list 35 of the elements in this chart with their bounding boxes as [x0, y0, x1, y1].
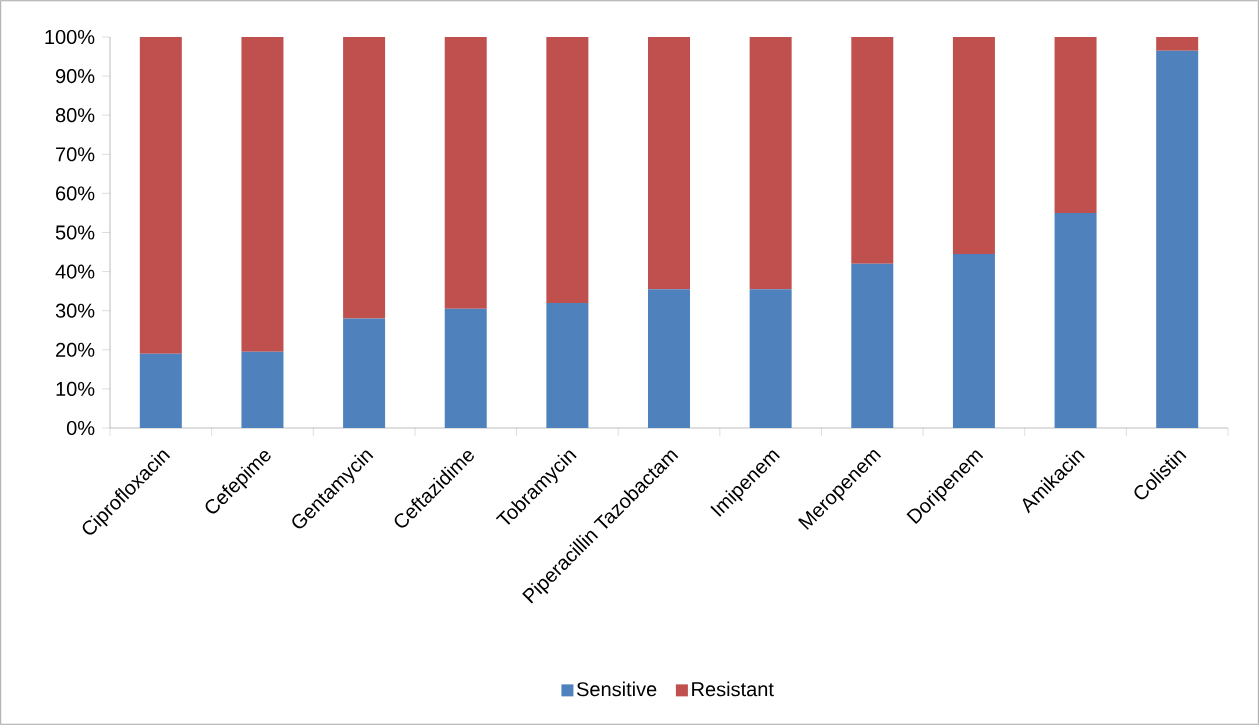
y-tick-label: 70% [56, 147, 95, 162]
y-tick-label: 20% [56, 342, 95, 357]
bar [749, 289, 792, 428]
bar [444, 308, 487, 428]
bar [648, 37, 691, 290]
bar [546, 37, 589, 303]
y-tick-label: 0% [66, 420, 95, 436]
bar [1156, 50, 1199, 428]
bar [749, 37, 792, 290]
bar [139, 353, 182, 428]
legend-label: Sensitive [576, 681, 657, 697]
bar [546, 302, 589, 428]
y-tick-label: 40% [55, 264, 95, 279]
bar [343, 318, 386, 428]
bar [851, 37, 894, 264]
y-tick-label: 60% [56, 186, 95, 201]
bar [343, 37, 386, 319]
y-tick-label: 50% [55, 225, 95, 240]
legend-label: Resistant [692, 681, 774, 697]
bar [648, 289, 691, 428]
bar [444, 37, 487, 309]
bar [241, 351, 284, 428]
bar [139, 37, 182, 354]
y-tick-label: 90% [55, 69, 95, 84]
y-tick-label: 80% [55, 108, 95, 123]
bar [1156, 37, 1199, 51]
y-tick-label: 100% [45, 29, 95, 45]
y-tick-label: 10% [56, 381, 95, 396]
bar [1054, 37, 1097, 213]
bar [241, 37, 284, 352]
y-tick-label: 30% [55, 303, 95, 318]
bar [1054, 212, 1097, 428]
bar [952, 254, 995, 428]
bar [952, 37, 995, 255]
bar [851, 263, 894, 428]
